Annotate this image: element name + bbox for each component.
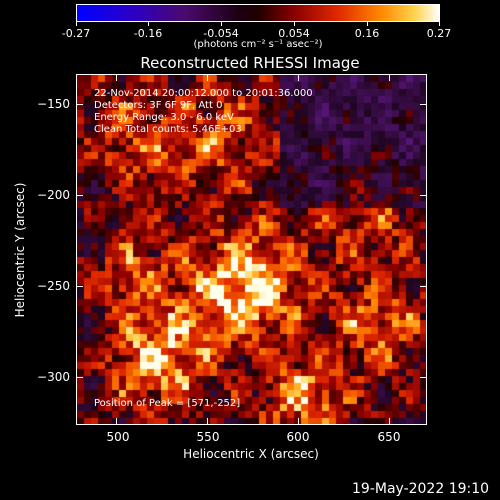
x-tick-label: 550	[196, 430, 220, 444]
rhessi-image	[77, 75, 426, 424]
x-tick	[207, 418, 208, 424]
x-tick-label: 650	[377, 430, 401, 444]
colorbar-tick-label: -0.054	[203, 27, 239, 40]
colorbar-tick-label: 0.27	[426, 27, 452, 40]
colorbar-tick-label: 0.16	[354, 27, 380, 40]
peak-annotation: Position of Peak = [571,-252]	[94, 398, 241, 409]
colorbar-tick	[76, 22, 77, 26]
time-range-annotation: 22-Nov-2014 20:00:12.000 to 20:01:36.000	[94, 88, 313, 99]
y-tick	[77, 377, 83, 378]
colorbar-tick	[294, 22, 295, 26]
x-tick	[298, 418, 299, 424]
colorbar-tick-label: -0.16	[133, 27, 163, 40]
image-title: Reconstructed RHESSI Image	[140, 54, 360, 72]
y-tick	[77, 104, 83, 105]
x-tick	[207, 75, 208, 81]
y-tick	[77, 195, 83, 196]
colorbar-units: (photons cm⁻² s⁻¹ asec⁻²)	[193, 39, 323, 50]
colorbar-tick-label: -0.27	[61, 27, 91, 40]
y-axis-label: Heliocentric Y (arcsec)	[13, 182, 27, 318]
colorbar-tick-label: 0.054	[278, 27, 310, 40]
clean-annotation: Clean Total counts: 5.46E+03	[94, 124, 242, 135]
footer-timestamp: 19-May-2022 19:10	[352, 481, 490, 497]
colorbar	[76, 4, 440, 22]
y-tick	[420, 195, 426, 196]
x-tick-label: 600	[286, 430, 310, 444]
detectors-annotation: Detectors: 3F 6F 9F, Att 0	[94, 100, 223, 111]
plot-frame	[76, 74, 427, 425]
x-tick	[116, 418, 117, 424]
energy-annotation: Energy Range: 3.0 - 6.0 keV	[94, 112, 234, 123]
x-tick	[116, 75, 117, 81]
x-axis-label: Heliocentric X (arcsec)	[183, 447, 319, 461]
y-tick	[420, 377, 426, 378]
y-tick-label: −300	[37, 370, 70, 384]
y-tick	[420, 104, 426, 105]
colorbar-tick	[367, 22, 368, 26]
x-tick-label: 500	[106, 430, 130, 444]
y-tick-label: −200	[37, 188, 70, 202]
x-tick	[298, 75, 299, 81]
y-tick-label: −150	[37, 97, 70, 111]
x-tick	[389, 75, 390, 81]
colorbar-tick	[221, 22, 222, 26]
y-tick	[77, 286, 83, 287]
y-tick-label: −250	[37, 279, 70, 293]
colorbar-tick	[148, 22, 149, 26]
x-tick	[389, 418, 390, 424]
colorbar-tick	[439, 22, 440, 26]
y-tick	[420, 286, 426, 287]
